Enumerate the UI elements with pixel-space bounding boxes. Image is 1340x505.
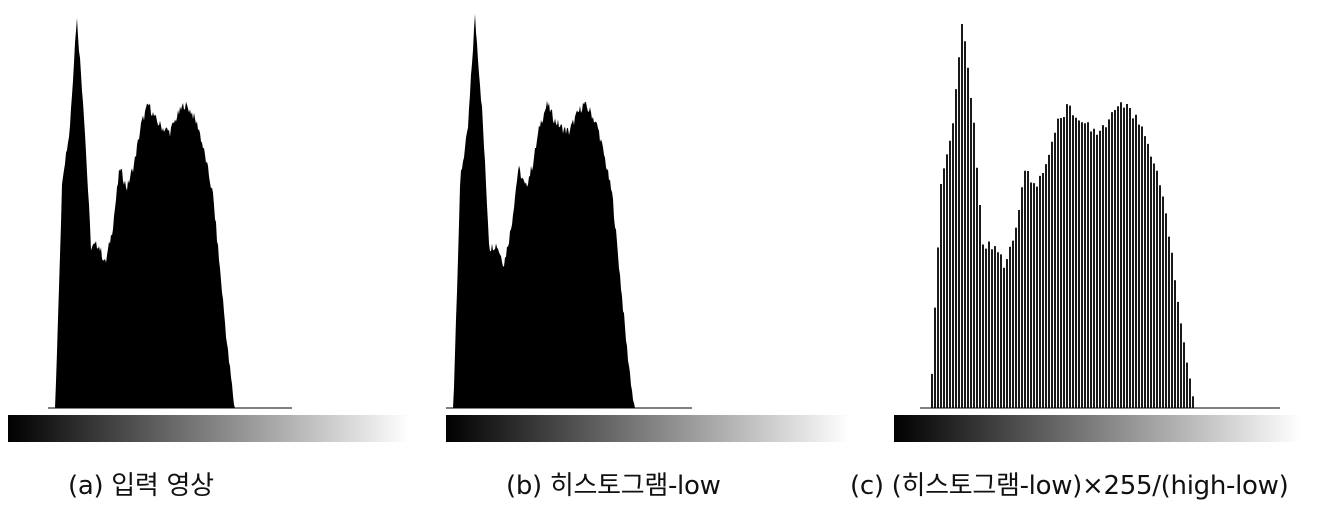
histogram-c xyxy=(920,24,1280,409)
histogram-b xyxy=(446,13,692,409)
histogram-a xyxy=(48,18,292,409)
gray-scale-bar-b xyxy=(446,415,850,442)
caption-a: (a) 입력 영상 xyxy=(68,471,214,501)
caption-c: (c) (히스토그램-low)×255/(high-low) xyxy=(850,471,1289,501)
histogram-b-area xyxy=(446,13,692,409)
gray-scale-bar-a xyxy=(8,415,410,442)
panel-b: (b) 히스토그램-low xyxy=(430,0,860,505)
histogram-c-spikes xyxy=(931,24,1194,408)
panel-c: (c) (히스토그램-low)×255/(high-low) xyxy=(850,0,1340,505)
caption-b: (b) 히스토그램-low xyxy=(506,471,721,501)
histogram-a-area xyxy=(48,18,292,408)
gray-scale-bar-c xyxy=(894,415,1300,442)
panel-a: (a) 입력 영상 xyxy=(0,0,420,505)
